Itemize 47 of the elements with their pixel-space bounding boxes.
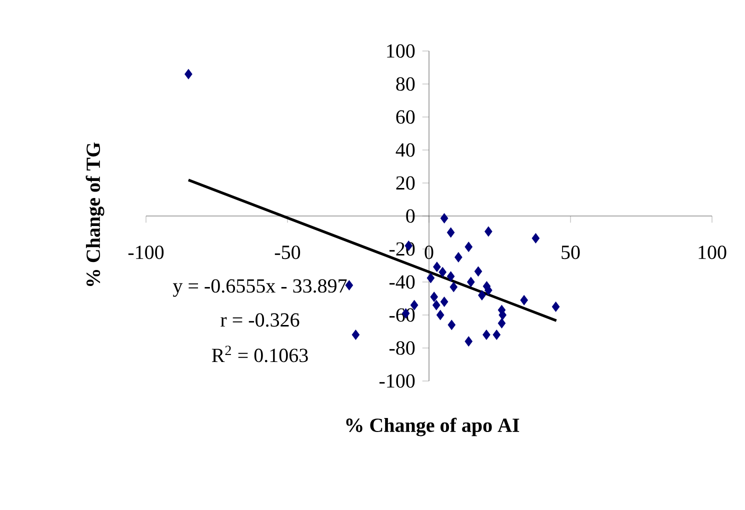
point bbox=[433, 262, 441, 272]
y-tick-label: -80 bbox=[389, 341, 415, 355]
y-tick-label: 0 bbox=[406, 209, 415, 223]
point bbox=[440, 296, 448, 307]
point bbox=[438, 267, 446, 278]
point bbox=[464, 336, 472, 346]
point bbox=[448, 320, 456, 330]
point bbox=[426, 272, 435, 284]
point bbox=[482, 330, 490, 340]
x-tick-label: 100 bbox=[698, 246, 726, 260]
point bbox=[352, 330, 360, 340]
point bbox=[552, 302, 560, 312]
y-tick-label: 20 bbox=[396, 176, 415, 190]
y-tick-label: 60 bbox=[396, 110, 415, 124]
point bbox=[520, 295, 528, 306]
point bbox=[454, 252, 462, 262]
y-axis-title: % Change of TG bbox=[86, 142, 104, 286]
y-tick-label: 100 bbox=[387, 44, 415, 58]
y-tick-label: 40 bbox=[396, 143, 415, 157]
point bbox=[446, 271, 455, 282]
point bbox=[184, 69, 192, 80]
point bbox=[450, 282, 458, 292]
annotation: y = -0.6555x - 33.897 bbox=[172, 279, 347, 297]
y-tick-label: -100 bbox=[379, 374, 415, 388]
point bbox=[440, 213, 448, 224]
x-tick-label: 0 bbox=[424, 246, 434, 260]
point bbox=[436, 310, 444, 320]
point bbox=[532, 233, 540, 244]
point bbox=[492, 330, 501, 340]
y-tick-label: 80 bbox=[396, 77, 415, 91]
annotation: r = -0.326 bbox=[220, 313, 300, 327]
point bbox=[467, 276, 475, 288]
point bbox=[430, 292, 438, 302]
point bbox=[484, 285, 492, 296]
point bbox=[478, 290, 486, 300]
x-tick-label: 50 bbox=[562, 246, 580, 260]
point bbox=[498, 318, 506, 328]
point bbox=[446, 227, 455, 238]
point bbox=[464, 242, 472, 252]
point bbox=[474, 266, 482, 277]
point bbox=[432, 300, 440, 310]
x-tick-label: -50 bbox=[274, 246, 300, 260]
annotation: R$^{2}$ = 0.1063 bbox=[212, 346, 308, 362]
x-axis-title: % Change of apo AI bbox=[346, 418, 520, 436]
x-tick-label: -100 bbox=[128, 246, 164, 260]
point bbox=[484, 226, 492, 237]
y-tick-label: -40 bbox=[389, 275, 415, 289]
